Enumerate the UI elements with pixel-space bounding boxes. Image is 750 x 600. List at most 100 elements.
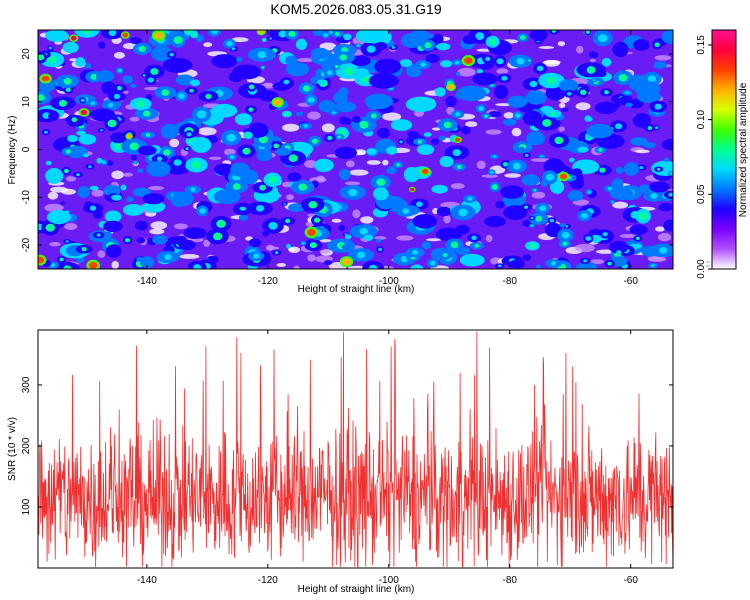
heatmap-blob-core bbox=[348, 188, 358, 197]
heatmap-blob bbox=[633, 39, 650, 51]
heatmap-blob-core bbox=[307, 97, 315, 103]
heatmap-blob-core bbox=[581, 163, 591, 171]
heatmap-blob-core bbox=[647, 75, 657, 83]
heatmap-blob-core bbox=[536, 65, 544, 72]
heatmap-blob bbox=[295, 111, 304, 116]
heatmap-blob-core bbox=[368, 264, 378, 269]
heatmap-blob bbox=[445, 96, 457, 108]
heatmap-blob-core bbox=[161, 89, 170, 96]
heatmap-low-patch bbox=[129, 116, 140, 122]
heatmap-low-patch bbox=[574, 243, 595, 253]
snr-panel: -140 -120 -100 -80 -60 100 200 300 Height of s… bbox=[7, 329, 674, 595]
heatmap-blob bbox=[48, 111, 60, 121]
heatmap-y-tick-label: -20 bbox=[21, 237, 32, 252]
heatmap-blob bbox=[435, 87, 446, 97]
heatmap-blob-core bbox=[48, 46, 52, 50]
heatmap-blob bbox=[129, 37, 142, 45]
heatmap-blob bbox=[230, 162, 250, 177]
heatmap-blob bbox=[62, 41, 79, 54]
heatmap-blob-core bbox=[47, 55, 57, 64]
heatmap-blob bbox=[341, 243, 355, 251]
heatmap-blob bbox=[410, 264, 424, 269]
heatmap-low-patch bbox=[612, 201, 629, 209]
heatmap-blob bbox=[122, 75, 134, 84]
heatmap-blob-core bbox=[163, 149, 171, 156]
heatmap-blob-core bbox=[458, 208, 468, 217]
heatmap-blob bbox=[130, 83, 137, 89]
heatmap-low-patch bbox=[113, 52, 125, 59]
heatmap-low-patch bbox=[173, 223, 188, 230]
heatmap-low-patch bbox=[542, 59, 561, 67]
heatmap-blob-core bbox=[358, 70, 364, 75]
heatmap-blob-core bbox=[669, 172, 673, 175]
heatmap-low-patch bbox=[44, 203, 64, 212]
heatmap-blob bbox=[238, 214, 249, 221]
heatmap-blob-core bbox=[551, 261, 556, 266]
heatmap-low-patch bbox=[352, 209, 361, 219]
heatmap-blob-core bbox=[59, 257, 64, 262]
heatmap-low-patch bbox=[231, 37, 249, 43]
heatmap-blob-core bbox=[586, 66, 596, 74]
heatmap-blob-core bbox=[491, 184, 498, 190]
heatmap-blob-core bbox=[570, 158, 574, 162]
heatmap-blob bbox=[211, 54, 238, 69]
heatmap-blob bbox=[343, 33, 352, 41]
heatmap-low-patch bbox=[496, 68, 509, 75]
heatmap-blob-core bbox=[242, 147, 251, 155]
heatmap-blob-core bbox=[655, 126, 659, 130]
heatmap-blob-core bbox=[257, 51, 267, 59]
heatmap-blob bbox=[98, 41, 106, 49]
heatmap-blob-core bbox=[553, 183, 562, 191]
heatmap-low-patch bbox=[366, 160, 381, 165]
heatmap-blob-core bbox=[535, 215, 543, 222]
heatmap-blob-core bbox=[326, 70, 333, 75]
heatmap-peak-core bbox=[307, 228, 316, 236]
heatmap-blob bbox=[588, 229, 601, 237]
heatmap-blob-core bbox=[287, 245, 290, 248]
snr-frame bbox=[37, 329, 674, 569]
snr-y-tick-label: 300 bbox=[21, 376, 32, 393]
snr-y-label: SNR (10 * v/v) bbox=[7, 417, 18, 481]
heatmap-blob-core bbox=[471, 235, 477, 241]
heatmap-blob bbox=[546, 163, 555, 168]
heatmap-blob bbox=[630, 137, 648, 146]
heatmap-low-patch bbox=[208, 156, 222, 160]
heatmap-low-patch bbox=[559, 102, 566, 109]
heatmap-blob bbox=[142, 193, 165, 205]
colorbar-tick-label: 0.15 bbox=[696, 35, 707, 55]
heatmap-blob bbox=[508, 259, 525, 269]
heatmap-low-patch bbox=[647, 255, 664, 261]
heatmap-blob-core bbox=[298, 183, 308, 191]
snr-x-tick-label: -80 bbox=[502, 575, 517, 586]
heatmap-low-patch bbox=[321, 123, 335, 133]
heatmap-blob bbox=[234, 113, 253, 126]
heatmap-blob-core bbox=[53, 32, 61, 39]
heatmap-blob-core bbox=[65, 87, 71, 92]
heatmap-blob-core bbox=[301, 242, 305, 245]
heatmap-low-patch bbox=[658, 233, 672, 242]
heatmap-blob-core bbox=[288, 31, 296, 37]
heatmap-blob-core bbox=[303, 85, 311, 92]
heatmap-blob bbox=[421, 241, 432, 250]
heatmap-low-patch bbox=[596, 249, 615, 254]
heatmap-blob bbox=[436, 206, 452, 217]
heatmap-low-patch bbox=[282, 123, 300, 132]
heatmap-blob bbox=[521, 174, 540, 186]
snr-x-tick-label: -60 bbox=[623, 575, 638, 586]
heatmap-y-tick-label: -10 bbox=[21, 190, 32, 205]
heatmap-blob bbox=[567, 144, 576, 152]
heatmap-blob-core bbox=[378, 247, 382, 252]
heatmap-blob-core bbox=[441, 44, 446, 49]
heatmap-blob-core bbox=[327, 135, 333, 141]
heatmap-low-patch bbox=[179, 254, 200, 259]
heatmap-blob bbox=[386, 166, 397, 175]
heatmap-peak-core bbox=[80, 109, 88, 115]
heatmap-blob bbox=[321, 58, 336, 72]
heatmap-peak-core bbox=[258, 30, 265, 34]
heatmap-blob-core bbox=[585, 236, 592, 241]
heatmap-blob-core bbox=[376, 178, 386, 186]
heatmap-blob-core bbox=[65, 149, 71, 154]
heatmap-blob bbox=[228, 71, 244, 82]
heatmap-blob-core bbox=[496, 58, 504, 65]
heatmap-blob-core bbox=[253, 253, 260, 259]
